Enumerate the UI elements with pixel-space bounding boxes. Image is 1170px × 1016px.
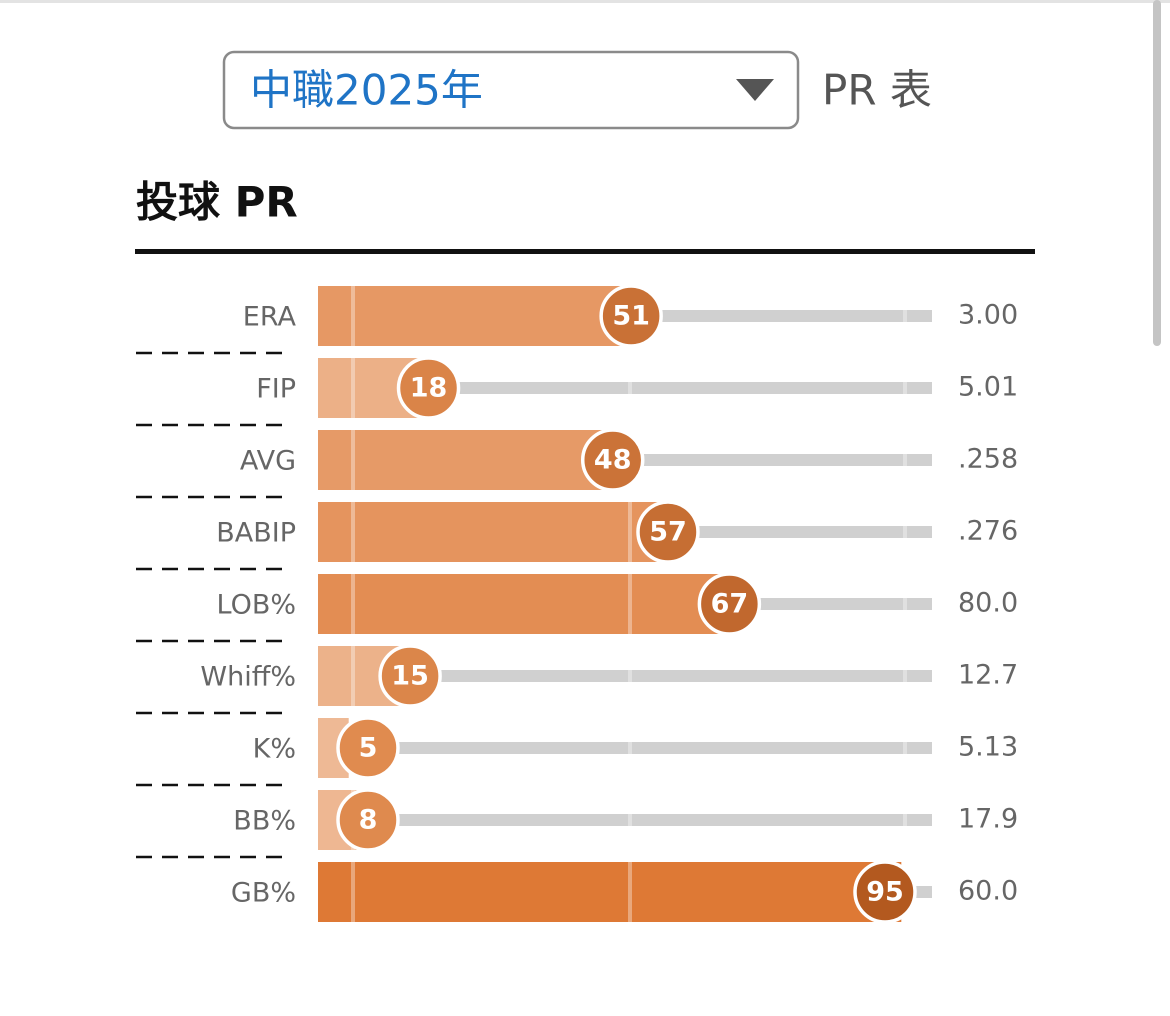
divider bbox=[351, 430, 355, 490]
bar bbox=[318, 430, 613, 490]
row-label: GB% bbox=[231, 878, 296, 909]
divider bbox=[628, 358, 632, 418]
track bbox=[318, 382, 932, 394]
row-label: ERA bbox=[243, 302, 297, 333]
divider bbox=[628, 574, 632, 634]
row-label: BB% bbox=[233, 806, 296, 837]
stat-value: 60.0 bbox=[958, 876, 1018, 907]
bar bbox=[318, 862, 902, 922]
top-border bbox=[0, 0, 1170, 3]
pr-dot bbox=[378, 644, 442, 708]
row-label: BABIP bbox=[216, 518, 296, 549]
scrollbar bbox=[1153, 0, 1161, 346]
bar bbox=[318, 574, 730, 634]
select-box[interactable] bbox=[222, 50, 800, 130]
dropdown-arrow[interactable] bbox=[736, 79, 774, 101]
pr-dot bbox=[599, 284, 663, 348]
pr-label: 57 bbox=[649, 517, 687, 548]
row-label: AVG bbox=[240, 446, 296, 477]
pr-label: 5 bbox=[359, 733, 378, 764]
track bbox=[318, 742, 932, 754]
stat-value: 5.13 bbox=[958, 732, 1018, 763]
pr-dot bbox=[580, 428, 645, 492]
pr-label: 15 bbox=[391, 661, 429, 692]
divider bbox=[903, 358, 907, 418]
divider bbox=[628, 718, 632, 778]
select-text[interactable]: 中職2025年 bbox=[250, 66, 483, 115]
row-label: LOB% bbox=[216, 590, 296, 621]
pr-label: 18 bbox=[410, 373, 448, 404]
bar bbox=[318, 502, 668, 562]
divider bbox=[903, 502, 907, 562]
pr-dot bbox=[636, 500, 700, 564]
caption: PR 表 bbox=[822, 66, 932, 115]
track bbox=[318, 670, 932, 682]
stat-value: .258 bbox=[958, 444, 1018, 475]
season-select[interactable]: 中職2025年 bbox=[222, 50, 800, 130]
pr-label: 95 bbox=[866, 877, 904, 908]
title-rule bbox=[135, 249, 1035, 254]
divider bbox=[351, 862, 355, 922]
stat-value: 80.0 bbox=[958, 588, 1018, 619]
divider bbox=[351, 646, 355, 706]
divider bbox=[351, 358, 355, 418]
divider bbox=[903, 646, 907, 706]
pr-label: 51 bbox=[612, 301, 650, 332]
divider bbox=[903, 718, 907, 778]
row-label: FIP bbox=[256, 374, 296, 405]
divider bbox=[628, 862, 632, 922]
stat-value: 17.9 bbox=[958, 804, 1018, 835]
pr-dot bbox=[396, 356, 461, 420]
stat-value: 3.00 bbox=[958, 300, 1018, 331]
divider bbox=[903, 790, 907, 850]
divider bbox=[903, 430, 907, 490]
pr-dot bbox=[697, 572, 762, 636]
divider bbox=[351, 574, 355, 634]
pr-dot bbox=[336, 716, 400, 780]
pr-label: 8 bbox=[359, 805, 378, 836]
stat-value: 12.7 bbox=[958, 660, 1018, 691]
pr-label: 48 bbox=[594, 445, 632, 476]
row-label: Whiff% bbox=[200, 662, 296, 693]
divider bbox=[351, 502, 355, 562]
divider bbox=[628, 646, 632, 706]
divider bbox=[628, 790, 632, 850]
pr-dot bbox=[336, 788, 400, 852]
divider bbox=[903, 286, 907, 346]
divider bbox=[628, 502, 632, 562]
divider bbox=[903, 574, 907, 634]
section-title: 投球 PR bbox=[136, 178, 298, 227]
stat-value: 5.01 bbox=[958, 372, 1018, 403]
pr-label: 67 bbox=[711, 589, 749, 620]
stat-value: .276 bbox=[958, 516, 1018, 547]
bar bbox=[318, 286, 632, 346]
pr-dot bbox=[853, 860, 917, 924]
row-label: K% bbox=[253, 734, 296, 765]
divider bbox=[351, 286, 355, 346]
track bbox=[318, 814, 932, 826]
